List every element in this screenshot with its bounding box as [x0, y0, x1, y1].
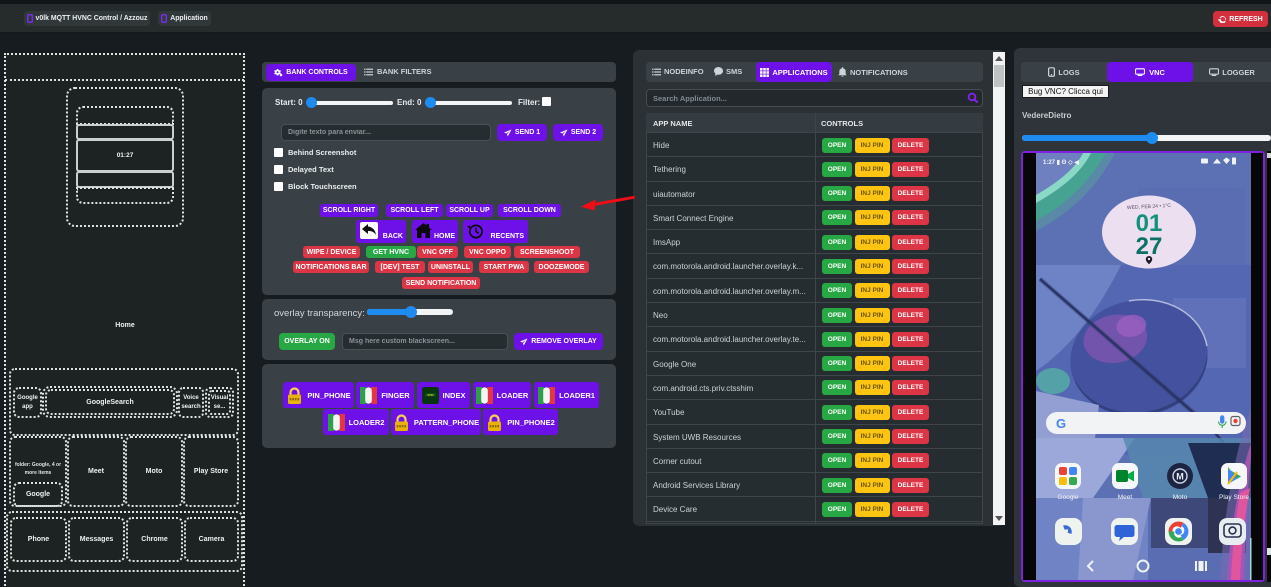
svg-text:Moto: Moto: [1173, 494, 1188, 501]
svg-text:G: G: [1056, 416, 1066, 431]
svg-text:WED, FEB 24 • 1°C: WED, FEB 24 • 1°C: [1127, 203, 1172, 211]
svg-text:Play Store: Play Store: [1219, 494, 1249, 501]
svg-text:01: 01: [1136, 210, 1163, 237]
svg-text:Google: Google: [1058, 494, 1079, 501]
svg-text:27: 27: [1136, 233, 1163, 260]
svg-text:Meet: Meet: [1118, 494, 1133, 501]
svg-text:M: M: [1176, 472, 1184, 482]
svg-text:1:27 ▮ ʘ ◇ ◀: 1:27 ▮ ʘ ◇ ◀: [1043, 159, 1079, 166]
